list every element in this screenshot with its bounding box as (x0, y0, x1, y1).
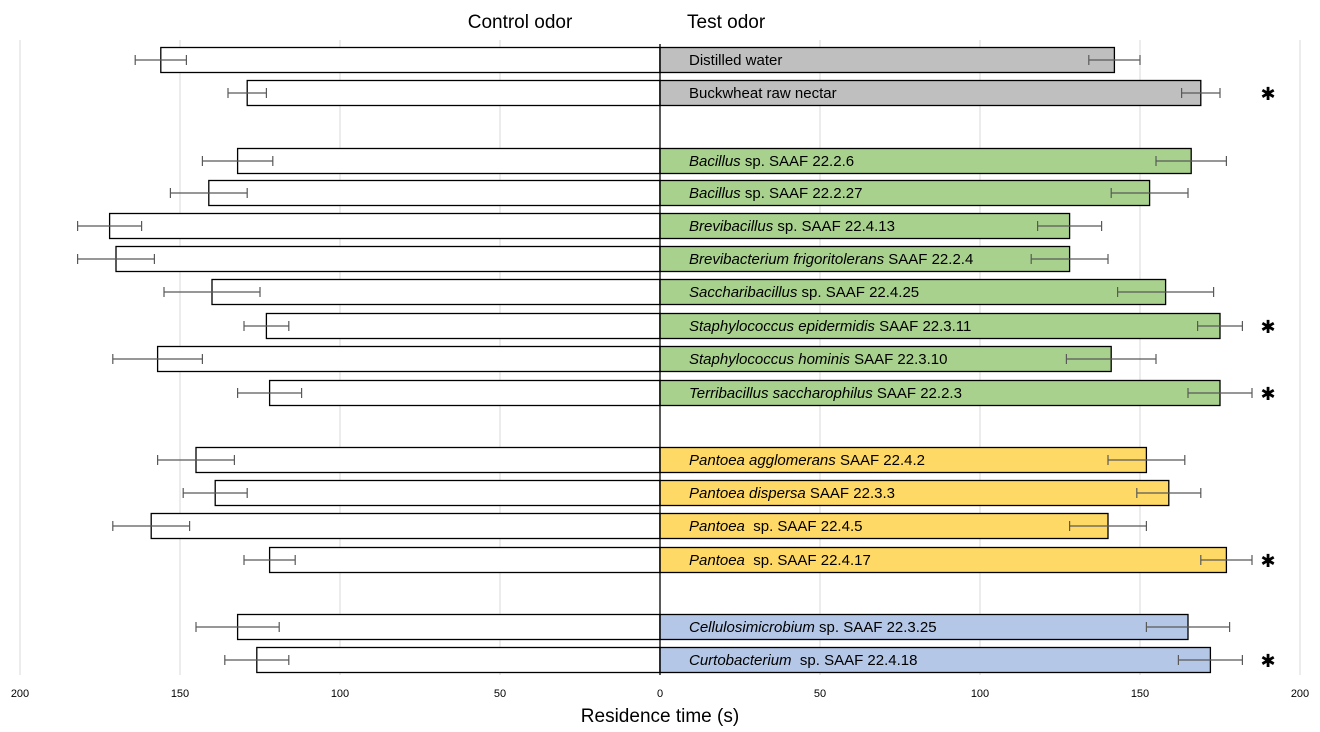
category-label-15: Curtobacterium sp. SAAF 22.4.18 (689, 652, 917, 669)
category-label-1-part-0: Buckwheat raw nectar (689, 85, 837, 102)
category-label-14-part-0: Cellulosimicrobium (689, 619, 815, 636)
category-label-10-part-1: SAAF 22.4.2 (836, 452, 925, 469)
control-bar-6 (211, 278, 661, 306)
category-label-5-part-1: SAAF 22.2.4 (884, 251, 973, 268)
category-label-7-part-1: SAAF 22.3.11 (875, 318, 971, 335)
control-bar-0 (160, 46, 661, 74)
control-bar-1 (246, 79, 661, 107)
header-control-odor: Control odor (468, 12, 573, 33)
control-bar-5 (115, 245, 661, 273)
category-label-3-part-0: Bacillus (689, 185, 741, 202)
test-bar-6 (659, 278, 1167, 306)
category-label-6: Saccharibacillus sp. SAAF 22.4.25 (689, 284, 919, 301)
category-label-8-part-0: Staphylococcus hominis (689, 351, 850, 368)
category-label-12: Pantoea sp. SAAF 22.4.5 (689, 518, 862, 535)
category-label-8: Staphylococcus hominis SAAF 22.3.10 (689, 351, 947, 368)
category-label-5-part-0: Brevibacterium frigoritolerans (689, 251, 885, 268)
x-tick-left-2: 100 (331, 688, 349, 700)
significance-marker-1: ✱ (1260, 84, 1275, 104)
category-label-15-part-1: sp. SAAF 22.4.18 (796, 652, 918, 669)
category-label-9-part-0: Terribacillus saccharophilus (689, 385, 873, 402)
category-label-14: Cellulosimicrobium sp. SAAF 22.3.25 (689, 619, 937, 636)
category-label-10: Pantoea agglomerans SAAF 22.4.2 (689, 452, 925, 469)
category-label-11-part-1: SAAF 22.3.3 (806, 485, 895, 502)
labels-layer: Distilled water Buckwheat raw nectar ✱ Baci… (689, 52, 1276, 671)
category-label-2-part-0: Bacillus (689, 153, 741, 170)
x-tick-right-4: 200 (1291, 688, 1309, 700)
category-label-2: Bacillus sp. SAAF 22.2.6 (689, 153, 854, 170)
category-label-15-part-0: Curtobacterium (689, 652, 796, 669)
category-label-6-part-1: sp. SAAF 22.4.25 (797, 284, 919, 301)
category-label-11: Pantoea dispersa SAAF 22.3.3 (689, 485, 895, 502)
significance-marker-7: ✱ (1260, 317, 1275, 337)
category-label-4: Brevibacillus sp. SAAF 22.4.13 (689, 218, 895, 235)
category-label-12-part-0: Pantoea (689, 518, 749, 535)
category-label-13-part-1: sp. SAAF 22.4.17 (749, 552, 871, 569)
category-label-7: Staphylococcus epidermidis SAAF 22.3.11 (689, 318, 971, 335)
category-label-11-part-0: Pantoea dispersa (689, 485, 806, 502)
category-label-3-part-1: sp. SAAF 22.2.27 (741, 185, 863, 202)
test-bar-14 (659, 613, 1189, 641)
category-label-5: Brevibacterium frigoritolerans SAAF 22.2… (689, 251, 973, 268)
category-label-14-part-1: sp. SAAF 22.3.25 (815, 619, 937, 636)
header-test-odor: Test odor (687, 12, 766, 33)
category-label-13-part-0: Pantoea (689, 552, 749, 569)
category-label-1: Buckwheat raw nectar (689, 85, 837, 102)
category-label-12-part-1: sp. SAAF 22.4.5 (749, 518, 862, 535)
category-label-4-part-1: sp. SAAF 22.4.13 (773, 218, 895, 235)
category-label-9-part-1: SAAF 22.2.3 (873, 385, 962, 402)
control-bar-8 (156, 345, 661, 373)
x-tick-right-0: 0 (657, 688, 663, 700)
x-tick-right-3: 150 (1131, 688, 1149, 700)
test-bar-3 (659, 179, 1151, 207)
x-tick-left-3: 50 (494, 688, 506, 700)
category-label-9: Terribacillus saccharophilus SAAF 22.2.3 (689, 385, 962, 402)
category-label-10-part-0: Pantoea agglomerans (689, 452, 836, 469)
test-bar-4 (659, 212, 1071, 240)
x-tick-right-2: 100 (971, 688, 989, 700)
x-tick-left-0: 200 (11, 688, 29, 700)
category-label-0: Distilled water (689, 52, 782, 69)
significance-marker-9: ✱ (1260, 384, 1275, 404)
x-axis-title: Residence time (s) (581, 706, 739, 727)
category-label-3: Bacillus sp. SAAF 22.2.27 (689, 185, 862, 202)
category-label-0-part-0: Distilled water (689, 52, 782, 69)
category-label-7-part-0: Staphylococcus epidermidis (689, 318, 875, 335)
category-label-4-part-0: Brevibacillus (689, 218, 774, 235)
category-label-2-part-1: sp. SAAF 22.2.6 (741, 153, 854, 170)
x-tick-left-1: 150 (171, 688, 189, 700)
test-bar-15 (659, 646, 1212, 674)
control-bar-15 (256, 646, 661, 674)
test-bar-2 (659, 147, 1192, 175)
test-bar-10 (659, 446, 1148, 474)
control-bar-2 (236, 147, 661, 175)
control-bar-3 (208, 179, 661, 207)
significance-marker-13: ✱ (1260, 551, 1275, 571)
x-tick-right-1: 50 (814, 688, 826, 700)
axis-layer: 200 150 100 50 0 50 100 150 200 (11, 44, 1309, 700)
control-bar-9 (268, 379, 661, 407)
control-bar-14 (236, 613, 661, 641)
bars-layer (76, 46, 1253, 674)
control-bar-7 (265, 312, 661, 340)
test-bar-8 (659, 345, 1112, 373)
test-bar-12 (659, 512, 1109, 540)
control-bar-12 (150, 512, 661, 540)
test-bar-13 (659, 546, 1228, 574)
significance-marker-15: ✱ (1260, 651, 1275, 671)
control-bar-11 (214, 479, 661, 507)
category-label-8-part-1: SAAF 22.3.10 (850, 351, 948, 368)
category-label-13: Pantoea sp. SAAF 22.4.17 (689, 552, 871, 569)
category-label-6-part-0: Saccharibacillus (689, 284, 798, 301)
control-bar-13 (268, 546, 661, 574)
test-bar-11 (659, 479, 1170, 507)
control-bar-4 (108, 212, 661, 240)
control-bar-10 (195, 446, 661, 474)
